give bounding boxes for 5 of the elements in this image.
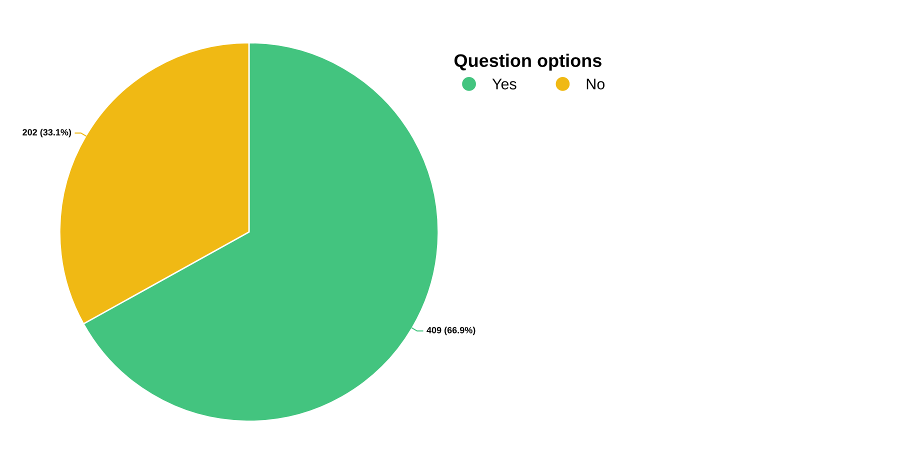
legend-title: Question options bbox=[454, 54, 602, 71]
data-label: 409 (66.9%) bbox=[426, 326, 476, 336]
data-label: 202 (33.1%) bbox=[22, 128, 72, 138]
legend-label: Yes bbox=[492, 78, 516, 90]
legend-label: No bbox=[586, 78, 605, 90]
